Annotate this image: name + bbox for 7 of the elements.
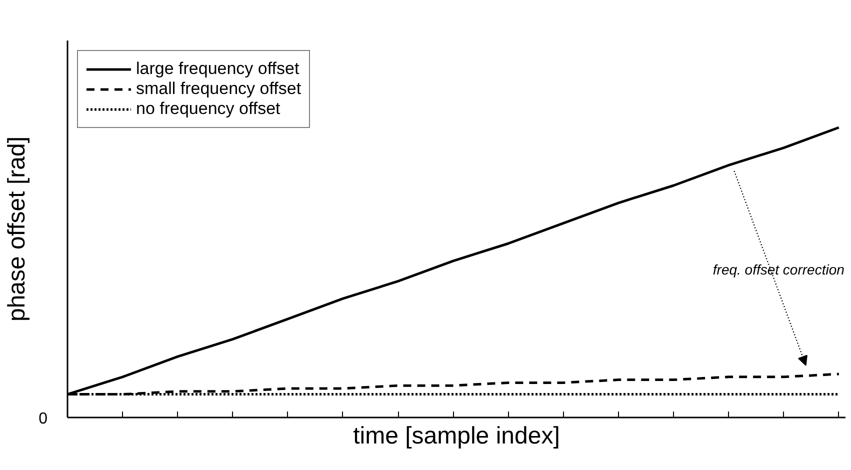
text: 0 — [38, 410, 48, 428]
legend-label: large frequency offset — [136, 59, 300, 79]
annotation: freq. offset correction — [712, 261, 845, 278]
legend-label: small frequency offset — [136, 79, 302, 99]
legend-label: no frequency offset — [136, 99, 280, 119]
x-axis-title: time [sample index] — [353, 422, 560, 450]
y-axis-title: phase offset [rad] — [4, 136, 31, 322]
